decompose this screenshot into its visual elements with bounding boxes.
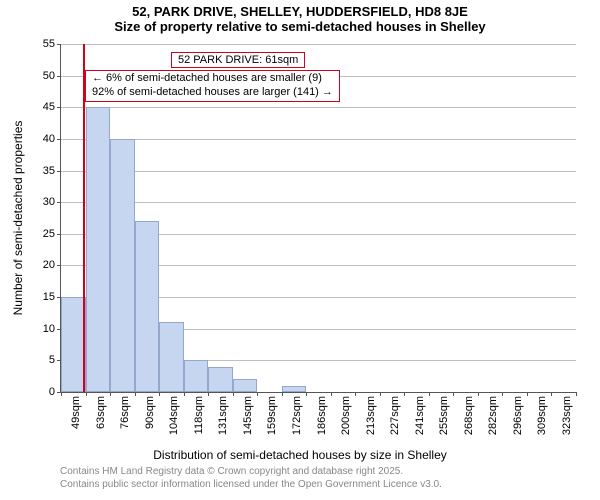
x-tick-label: 172sqm — [291, 396, 303, 435]
x-tick-label: 241sqm — [414, 396, 426, 435]
y-tick-mark — [57, 107, 61, 108]
histogram-bar — [159, 322, 184, 392]
x-tick-label: 282sqm — [487, 396, 499, 435]
x-tick-mark — [576, 392, 577, 396]
x-tick-mark — [355, 392, 356, 396]
x-tick-mark — [135, 392, 136, 396]
x-tick-mark — [110, 392, 111, 396]
x-tick-label: 227sqm — [389, 396, 401, 435]
x-tick-mark — [233, 392, 234, 396]
x-tick-label: 145sqm — [242, 396, 254, 435]
histogram-bar — [110, 139, 135, 392]
x-tick-mark — [306, 392, 307, 396]
marker-annotation-title: 52 PARK DRIVE: 61sqm — [171, 52, 305, 68]
x-tick-label: 309sqm — [536, 396, 548, 435]
plot-area: 051015202530354045505549sqm63sqm76sqm90s… — [60, 44, 576, 393]
x-tick-label: 131sqm — [217, 396, 229, 435]
x-tick-mark — [429, 392, 430, 396]
x-tick-mark — [184, 392, 185, 396]
x-tick-mark — [453, 392, 454, 396]
x-tick-label: 90sqm — [144, 396, 156, 429]
histogram-bar — [282, 386, 307, 392]
annotation-larger-line: 92% of semi-detached houses are larger (… — [92, 86, 333, 100]
x-tick-mark — [404, 392, 405, 396]
chart-container: 52, PARK DRIVE, SHELLEY, HUDDERSFIELD, H… — [0, 0, 600, 500]
x-tick-label: 296sqm — [512, 396, 524, 435]
x-tick-label: 186sqm — [316, 396, 328, 435]
y-axis-label: Number of semi-detached properties — [11, 121, 25, 316]
chart-title-line2: Size of property relative to semi-detach… — [0, 19, 600, 34]
x-tick-label: 159sqm — [266, 396, 278, 435]
x-tick-mark — [331, 392, 332, 396]
y-tick-mark — [57, 265, 61, 266]
x-tick-mark — [61, 392, 62, 396]
attribution-footer: Contains HM Land Registry data © Crown c… — [60, 466, 442, 491]
x-tick-label: 49sqm — [70, 396, 82, 429]
histogram-bar — [208, 367, 233, 392]
y-tick-mark — [57, 44, 61, 45]
x-tick-mark — [257, 392, 258, 396]
y-tick-mark — [57, 76, 61, 77]
annotation-smaller-line: ← 6% of semi-detached houses are smaller… — [92, 72, 333, 86]
histogram-bar — [233, 379, 258, 392]
y-tick-mark — [57, 139, 61, 140]
marker-annotation-detail: ← 6% of semi-detached houses are smaller… — [85, 70, 340, 102]
chart-title-line1: 52, PARK DRIVE, SHELLEY, HUDDERSFIELD, H… — [0, 0, 600, 19]
x-tick-mark — [282, 392, 283, 396]
gridline — [61, 139, 576, 140]
histogram-bar — [86, 107, 111, 392]
gridline — [61, 107, 576, 108]
footer-line1: Contains HM Land Registry data © Crown c… — [60, 466, 442, 479]
footer-line2: Contains public sector information licen… — [60, 479, 442, 492]
x-tick-mark — [86, 392, 87, 396]
histogram-bar — [61, 297, 86, 392]
x-tick-label: 213sqm — [365, 396, 377, 435]
y-tick-mark — [57, 171, 61, 172]
y-tick-mark — [57, 234, 61, 235]
gridline — [61, 44, 576, 45]
x-tick-label: 76sqm — [119, 396, 131, 429]
y-tick-mark — [57, 202, 61, 203]
x-tick-mark — [502, 392, 503, 396]
x-tick-mark — [208, 392, 209, 396]
x-tick-mark — [551, 392, 552, 396]
x-tick-label: 323sqm — [561, 396, 573, 435]
histogram-bar — [135, 221, 160, 392]
gridline — [61, 202, 576, 203]
x-tick-mark — [478, 392, 479, 396]
x-tick-label: 268sqm — [463, 396, 475, 435]
x-tick-label: 255sqm — [438, 396, 450, 435]
x-tick-label: 63sqm — [95, 396, 107, 429]
x-tick-mark — [159, 392, 160, 396]
x-tick-mark — [527, 392, 528, 396]
gridline — [61, 171, 576, 172]
x-tick-label: 200sqm — [340, 396, 352, 435]
x-tick-label: 118sqm — [193, 396, 205, 434]
x-tick-label: 104sqm — [168, 396, 180, 435]
x-axis-label: Distribution of semi-detached houses by … — [153, 448, 446, 462]
x-tick-mark — [380, 392, 381, 396]
histogram-bar — [184, 360, 209, 392]
